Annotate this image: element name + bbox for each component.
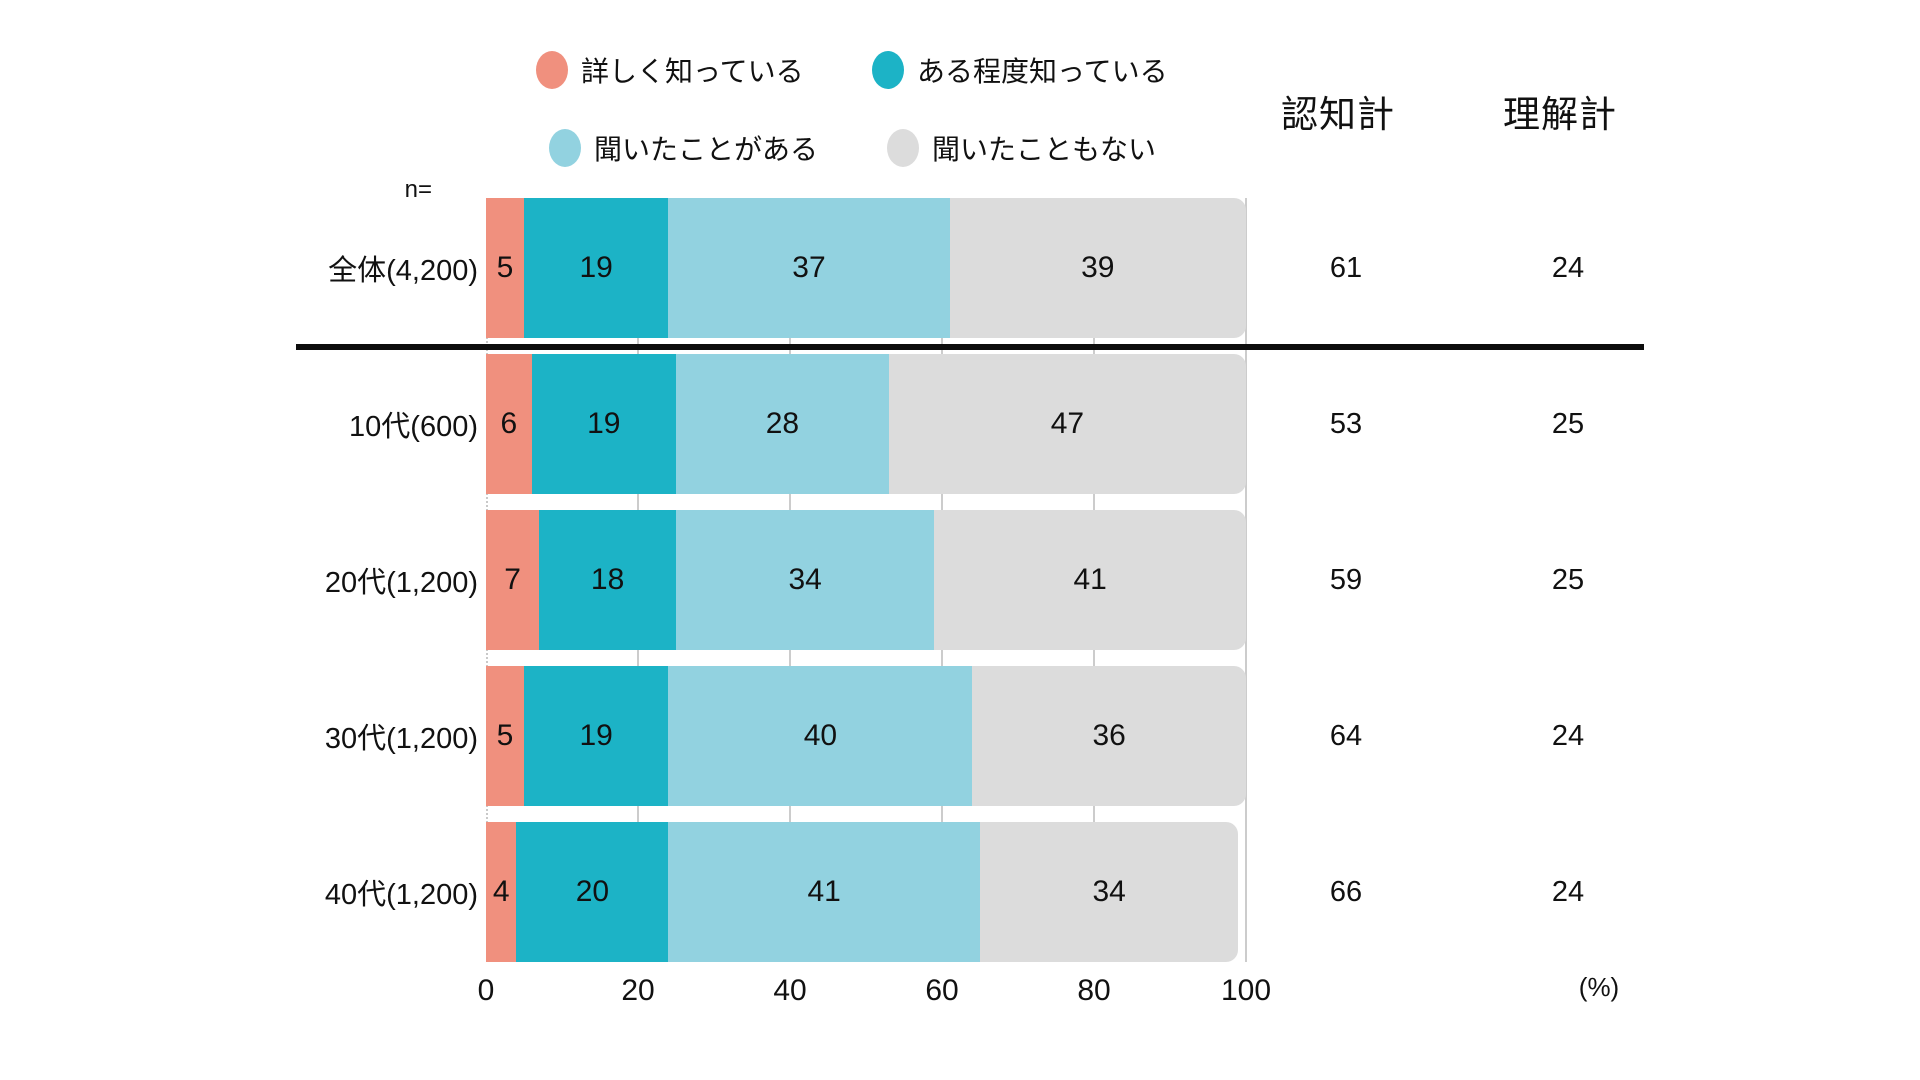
legend-label: 詳しく知っている (581, 56, 804, 87)
bar-segment: 34 (979, 822, 1239, 962)
column-header-understanding: 理解計 (1503, 94, 1617, 135)
legend-swatch-icon (549, 129, 581, 167)
understanding-total: 24 (1551, 251, 1585, 284)
row-label: 40代(1,200) (324, 879, 478, 911)
awareness-total: 64 (1329, 719, 1363, 752)
bar-segment: 19 (524, 198, 669, 338)
bar-value-label: 28 (765, 407, 800, 440)
understanding-total: 25 (1551, 407, 1585, 440)
x-tick-label: 80 (1077, 974, 1111, 1007)
bar-value-label: 40 (803, 719, 838, 752)
legend-swatch-icon (536, 51, 568, 89)
bar-segment: 39 (949, 198, 1246, 338)
bar-value-label: 18 (590, 563, 625, 596)
bar-value-label: 34 (788, 563, 822, 596)
bar-value-label: 5 (496, 251, 514, 284)
bar-segment: 40 (668, 666, 973, 806)
n-equals-label: n= (404, 176, 432, 203)
bar-value-label: 4 (492, 875, 510, 908)
bar-value-label: 19 (579, 719, 613, 752)
bar-segment: 18 (539, 510, 676, 650)
understanding-total: 24 (1551, 719, 1585, 752)
understanding-total: 24 (1551, 875, 1585, 908)
bar-segment: 20 (516, 822, 669, 962)
bar-row: 5 19 40 36 (486, 666, 1246, 806)
bar-segment: 19 (531, 354, 676, 494)
x-tick-label: 0 (477, 974, 495, 1007)
awareness-total: 61 (1329, 251, 1363, 284)
bar-segment: 37 (668, 198, 950, 338)
legend-swatch-icon (887, 129, 919, 167)
bar-value-label: 20 (575, 875, 610, 908)
bar-value-label: 41 (807, 875, 841, 908)
bar-value-label: 7 (504, 563, 521, 596)
bar-segment: 19 (524, 666, 669, 806)
bar-segment: 7 (486, 510, 540, 650)
legend-item: 聞いたこともない (887, 128, 1156, 168)
row-label: 30代(1,200) (324, 723, 478, 755)
x-tick-label: 60 (925, 974, 959, 1007)
bar-segment: 47 (888, 354, 1246, 494)
axis-unit-label: (%) (1578, 972, 1620, 1002)
legend-swatch-icon (872, 51, 904, 89)
column-header-awareness: 認知計 (1281, 94, 1395, 135)
understanding-total: 25 (1551, 563, 1585, 596)
row-label: 20代(1,200) (324, 567, 478, 599)
bar-segment: 34 (675, 510, 935, 650)
bar-value-label: 5 (496, 719, 514, 752)
bar-row: 5 19 37 39 (486, 198, 1246, 338)
bar-segment: 6 (486, 354, 532, 494)
bar-value-label: 19 (579, 251, 613, 284)
bar-segment: 41 (668, 822, 980, 962)
gridline (1245, 198, 1247, 962)
bar-segment: 41 (934, 510, 1246, 650)
legend-item: ある程度知っている (872, 50, 1168, 90)
x-tick-label: 40 (773, 974, 807, 1007)
legend-item: 詳しく知っている (536, 50, 804, 90)
bar-segment: 5 (486, 666, 524, 806)
bar-segment: 4 (486, 822, 517, 962)
bar-value-label: 41 (1073, 563, 1107, 596)
awareness-total: 53 (1329, 407, 1363, 440)
bar-segment: 28 (675, 354, 889, 494)
bar-value-label: 34 (1092, 875, 1126, 908)
row-label: 全体(4,200) (328, 255, 478, 287)
bar-row: 4 20 41 34 (486, 822, 1239, 962)
row-label: 10代(600) (349, 411, 478, 443)
bar-value-label: 6 (500, 407, 518, 440)
legend-label: 聞いたこともない (932, 134, 1157, 165)
separator-line (296, 344, 1644, 350)
bar-row: 7 18 34 41 (486, 510, 1246, 650)
legend-label: 聞いたことがある (594, 134, 819, 165)
bar-segment: 5 (486, 198, 524, 338)
x-tick-label: 20 (621, 974, 655, 1007)
bar-value-label: 37 (792, 251, 826, 284)
bar-value-label: 47 (1050, 407, 1085, 440)
bar-row: 6 19 28 47 (486, 354, 1246, 494)
x-tick-label: 100 (1220, 974, 1272, 1007)
awareness-total: 59 (1329, 563, 1363, 596)
awareness-total: 66 (1329, 875, 1363, 908)
bar-value-label: 36 (1092, 719, 1126, 752)
bar-value-label: 19 (587, 407, 621, 440)
legend-item: 聞いたことがある (549, 128, 818, 168)
bar-value-label: 39 (1081, 251, 1115, 284)
legend-label: ある程度知っている (917, 56, 1168, 87)
bar-segment: 36 (972, 666, 1246, 806)
